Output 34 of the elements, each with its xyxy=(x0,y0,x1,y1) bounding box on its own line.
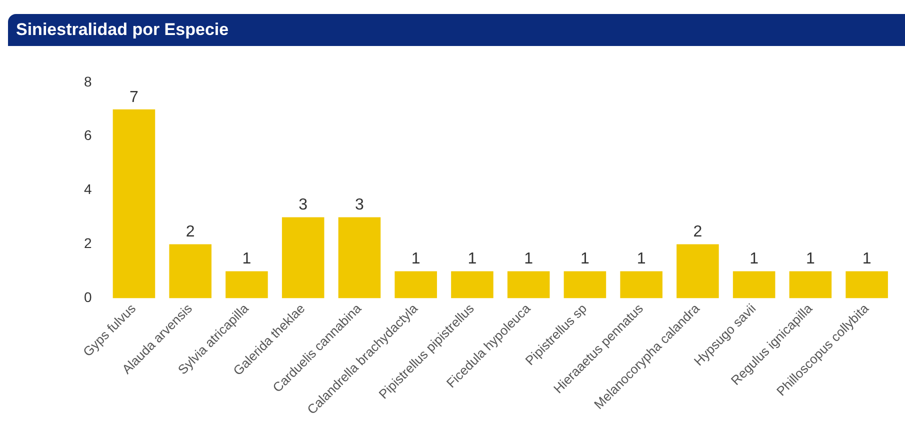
chart-title: Siniestralidad por Especie xyxy=(8,14,905,46)
data-label: 1 xyxy=(242,250,252,268)
bar xyxy=(112,109,156,298)
bar xyxy=(789,271,832,298)
y-tick-label: 2 xyxy=(84,235,92,252)
data-label: 3 xyxy=(355,196,364,214)
data-label: 1 xyxy=(580,250,590,268)
y-tick-label: 8 xyxy=(84,73,92,90)
data-label: 1 xyxy=(468,250,477,268)
data-label: 1 xyxy=(806,250,815,268)
bar xyxy=(451,271,494,298)
bar xyxy=(732,271,776,298)
bar xyxy=(394,271,437,298)
bar xyxy=(338,217,381,298)
bar xyxy=(676,244,719,298)
data-label: 7 xyxy=(130,88,139,106)
bar xyxy=(620,271,662,298)
data-label: 3 xyxy=(298,196,308,214)
y-tick-label: 6 xyxy=(84,127,92,144)
bar xyxy=(282,217,324,298)
bar xyxy=(226,271,268,298)
data-label: 1 xyxy=(411,250,420,268)
data-label: 2 xyxy=(693,224,702,241)
bar xyxy=(564,271,606,298)
bar xyxy=(846,271,888,298)
data-label: 1 xyxy=(524,250,534,268)
bar xyxy=(507,271,550,298)
data-label: 1 xyxy=(636,250,646,268)
y-tick-label: 4 xyxy=(84,181,92,198)
y-tick-label: 0 xyxy=(84,289,92,306)
data-label: 2 xyxy=(186,224,195,241)
data-label: 1 xyxy=(750,250,759,268)
bar xyxy=(169,244,212,298)
data-label: 1 xyxy=(862,250,872,268)
